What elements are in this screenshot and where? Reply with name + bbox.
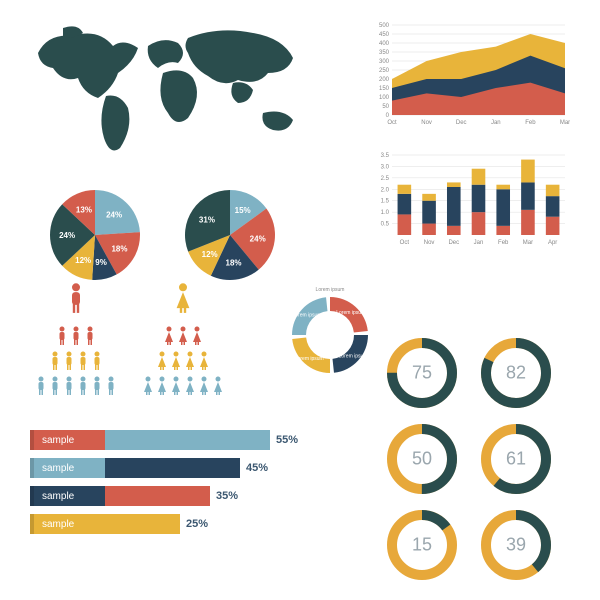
gauge: 75 [387,338,457,408]
svg-text:450: 450 [379,32,390,38]
svg-text:Oct: Oct [387,120,397,126]
svg-text:31%: 31% [199,215,215,224]
svg-text:9%: 9% [95,258,107,267]
svg-text:400: 400 [379,41,390,47]
svg-text:200: 200 [379,77,390,83]
svg-text:3.0: 3.0 [381,164,390,170]
radial-gauges: 75 82 50 61 15 [375,330,575,588]
svg-text:24%: 24% [106,211,122,220]
hbar-row: sample 25% [30,514,330,534]
people-pictogram [35,290,295,398]
svg-text:Feb: Feb [498,240,509,246]
svg-text:3.5: 3.5 [381,153,390,159]
svg-text:150: 150 [379,86,390,92]
horizontal-bars: sample 55% sample 45% sample 35% sample … [30,430,330,542]
svg-text:Dec: Dec [456,120,467,126]
pie-chart-1: 24% 18% 9% 12% 24% 13% [40,185,150,290]
svg-text:Feb: Feb [525,120,536,126]
svg-text:Jan: Jan [474,240,484,246]
svg-text:1.0: 1.0 [381,210,390,216]
svg-text:100: 100 [379,95,390,101]
svg-text:250: 250 [379,68,390,74]
svg-text:24%: 24% [250,234,266,243]
gauge: 82 [481,338,551,408]
svg-text:Nov: Nov [424,240,435,246]
hbar-row: sample 35% [30,486,330,506]
svg-text:50: 50 [382,104,389,110]
svg-text:Nov: Nov [421,120,432,126]
svg-text:Lorem ipsum: Lorem ipsum [293,312,322,318]
stacked-bar-chart: 0.5 1.0 1.5 2.0 2.5 3.0 3.5 Oct Nov Dec Jan Feb Mar A… [370,150,570,250]
segmented-donut: Lorem ipsum Lorem ipsum Lorem ipsum Lorem i… [280,285,380,385]
svg-text:Jan: Jan [491,120,501,126]
gauge: 15 [387,510,457,580]
svg-text:18%: 18% [111,244,127,253]
svg-text:12%: 12% [202,250,218,259]
svg-text:13%: 13% [76,205,92,214]
gauge: 61 [481,424,551,494]
pie-chart-2: 15% 24% 18% 12% 31% [175,185,285,290]
svg-text:300: 300 [379,59,390,65]
svg-text:2.5: 2.5 [381,176,390,182]
area-chart: 0 50 100 150 200 250 300 350 400 450 500 Oct Nov Dec J… [370,20,570,130]
hbar-row: sample 45% [30,458,330,478]
svg-text:Oct: Oct [400,240,410,246]
svg-text:Apr: Apr [548,240,557,246]
svg-text:2.0: 2.0 [381,187,390,193]
svg-text:Lorem ipsum: Lorem ipsum [316,287,345,293]
svg-text:12%: 12% [75,256,91,265]
svg-text:Dec: Dec [448,240,459,246]
svg-text:Mar: Mar [523,240,533,246]
world-map [28,18,308,168]
gauge: 50 [387,424,457,494]
svg-text:350: 350 [379,50,390,56]
svg-text:0.5: 0.5 [381,222,390,228]
svg-text:Lorem ipsum: Lorem ipsum [295,356,324,362]
svg-text:18%: 18% [225,259,241,268]
hbar-row: sample 55% [30,430,330,450]
gauge: 39 [481,510,551,580]
svg-text:Lorem ipsum: Lorem ipsum [336,310,365,316]
svg-text:0: 0 [386,113,390,119]
svg-text:24%: 24% [59,231,75,240]
svg-text:500: 500 [379,23,390,29]
svg-text:15%: 15% [235,206,251,215]
svg-text:Lorem ipsum: Lorem ipsum [339,354,368,360]
svg-text:1.5: 1.5 [381,199,390,205]
svg-text:Mar: Mar [560,120,570,126]
